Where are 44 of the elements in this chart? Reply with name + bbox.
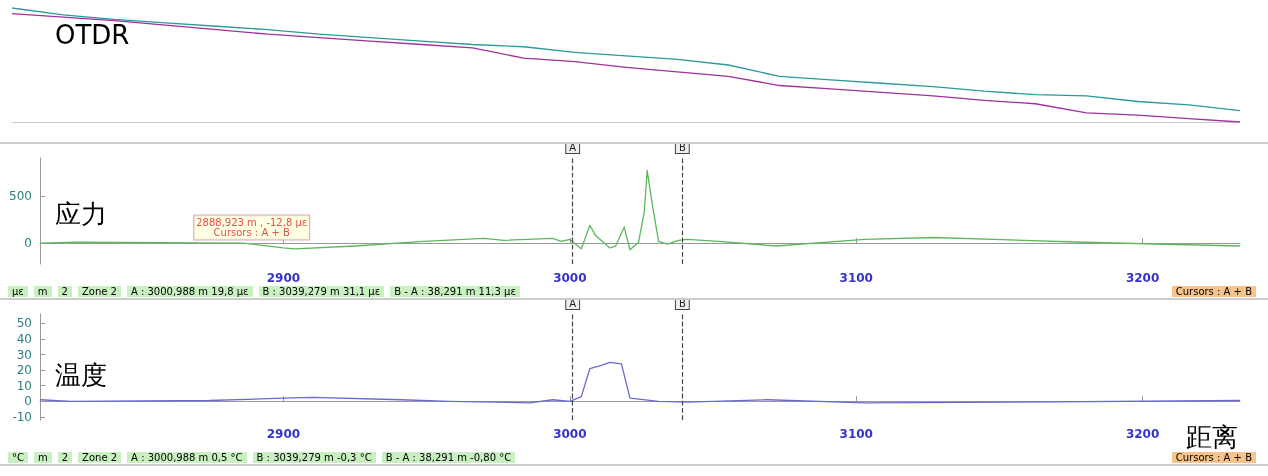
ref-line-label: A bbox=[569, 141, 577, 153]
line-series bbox=[39, 169, 1241, 251]
y-tick-label: 30 bbox=[16, 347, 32, 362]
text: B - A : 38,291 m 11,3 με bbox=[390, 285, 520, 297]
text: 2 bbox=[57, 451, 73, 463]
y-tick-label: -10 bbox=[12, 409, 32, 424]
x-tick-label: 3100 bbox=[839, 271, 873, 285]
text: B : 3039,279 m -0,3 °C bbox=[252, 451, 376, 463]
text: Cursors : A + B bbox=[1171, 285, 1256, 297]
x-tick-label: 3000 bbox=[553, 427, 587, 441]
text: m bbox=[33, 451, 52, 463]
y-tick-label: 10 bbox=[16, 378, 32, 393]
y-axis-title: 应力 bbox=[55, 199, 107, 229]
x-tick-label: 3200 bbox=[1125, 427, 1160, 441]
y-axis-title: 温度 bbox=[55, 360, 107, 390]
text: Zone 2 bbox=[77, 285, 121, 297]
ref-line-label: A bbox=[569, 297, 577, 309]
y-tick-label: 0 bbox=[24, 394, 32, 409]
text: m bbox=[33, 285, 52, 297]
text: A : 3000,988 m 0,5 °C bbox=[127, 451, 247, 463]
line-series bbox=[39, 361, 1241, 404]
y-tick-label: 500 bbox=[9, 188, 32, 203]
x-tick-label: 3100 bbox=[839, 427, 873, 441]
ref-line-label: B bbox=[678, 297, 686, 309]
y-tick-label: 0 bbox=[24, 236, 32, 251]
text: B : 3039,279 m 31,1 με bbox=[258, 285, 385, 297]
x-tick-label: 2900 bbox=[266, 427, 301, 441]
y-tick-label: 40 bbox=[16, 331, 32, 346]
x-tick-label: 2900 bbox=[266, 271, 301, 285]
text: OTDR bbox=[55, 20, 130, 50]
x-tick-label: 3200 bbox=[1125, 271, 1160, 285]
ref-line-label: B bbox=[678, 141, 686, 153]
text: °C bbox=[8, 451, 28, 463]
annotation: 2888,923 m , -12,8 με Cursors : A + B bbox=[196, 216, 308, 238]
text: A : 3000,988 m 19,8 με bbox=[126, 285, 253, 297]
y-tick-label: 50 bbox=[16, 316, 32, 331]
text: Zone 2 bbox=[78, 451, 122, 463]
x-axis-title: 距离 bbox=[1186, 422, 1238, 452]
text: με bbox=[8, 285, 28, 297]
x-tick-label: 3000 bbox=[553, 271, 587, 285]
text: Cursors : A + B bbox=[1171, 451, 1256, 463]
text: 2 bbox=[57, 285, 72, 297]
y-tick-label: 20 bbox=[16, 363, 32, 378]
text: B - A : 38,291 m -0,80 °C bbox=[381, 451, 516, 463]
